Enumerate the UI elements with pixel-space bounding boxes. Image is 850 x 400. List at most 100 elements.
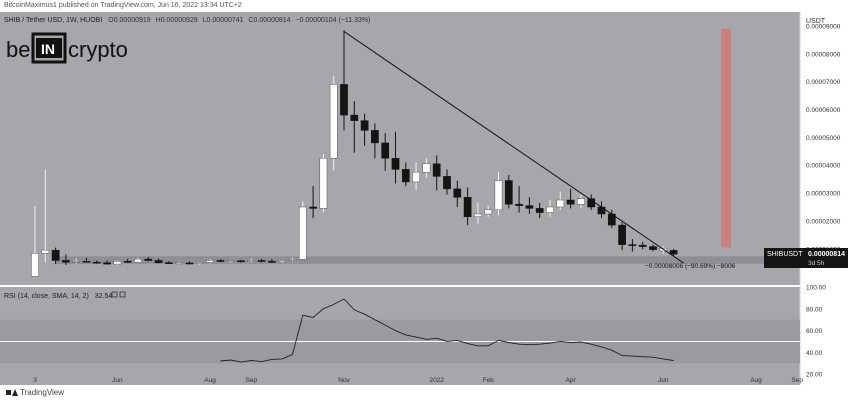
- time-tick-label: Aug: [204, 377, 216, 384]
- candle: [185, 261, 194, 265]
- logo-crypto: crypto: [68, 37, 128, 62]
- candle-body: [391, 158, 400, 170]
- candle-body: [494, 180, 503, 211]
- symbol-legend[interactable]: SHIB / Tether USD, 1W, HUOBI O0.00000919…: [4, 17, 370, 24]
- candle-body: [31, 252, 39, 277]
- candle-body: [175, 262, 184, 265]
- candle: [494, 172, 503, 216]
- logo-in: IN: [41, 41, 55, 57]
- legend-change: −0.00000104 (−11.33%): [295, 17, 370, 24]
- rsi-value: 32.54: [95, 293, 113, 300]
- candle-body: [92, 261, 101, 264]
- main-pane[interactable]: [0, 12, 800, 285]
- price-tick-label: 0.00002000: [806, 218, 841, 225]
- candle-body: [226, 260, 235, 263]
- beincrypto-logo: be IN crypto: [6, 32, 128, 64]
- legend-close: 0.00000814: [254, 17, 291, 24]
- candle-body: [309, 206, 317, 209]
- candle-body: [185, 262, 194, 265]
- candle-body: [401, 169, 410, 183]
- price-tick-label: 0.00005000: [806, 135, 841, 142]
- candle: [628, 239, 637, 252]
- logo-be: be: [6, 37, 30, 62]
- candle-body: [432, 163, 441, 177]
- candle: [577, 194, 585, 209]
- candle: [391, 131, 400, 184]
- price-unit: USDT: [806, 18, 826, 25]
- candle: [41, 169, 50, 263]
- price-chart[interactable]: 0.00009000 0.00008000 0.00007000 0.00006000…: [0, 12, 850, 385]
- candle-body: [474, 213, 482, 217]
- candle: [649, 244, 657, 252]
- candle: [515, 186, 523, 213]
- candle: [618, 222, 626, 251]
- symbol-name: SHIB / Tether USD, 1W, HUOBI: [4, 17, 102, 24]
- candle-body: [340, 84, 348, 116]
- rsi-tick-label: 60.00: [806, 328, 823, 335]
- candle: [546, 200, 554, 217]
- candle-body: [319, 158, 328, 209]
- footer: TradingView: [0, 385, 850, 400]
- settings-icon[interactable]: [111, 291, 118, 298]
- highlight-bar: [721, 28, 732, 248]
- candle-body: [504, 180, 513, 205]
- candle-body: [463, 197, 472, 217]
- candle-body: [298, 206, 307, 260]
- candle: [247, 258, 256, 263]
- candle: [72, 258, 81, 264]
- support-zone: [55, 256, 800, 264]
- descending-trendline: [343, 31, 685, 264]
- time-tick-label: Aug: [750, 377, 762, 384]
- candle: [504, 174, 513, 209]
- price-tick-label: 0.00006000: [806, 107, 841, 114]
- tradingview-logo-icon: [6, 389, 18, 396]
- tag-symbol: SHIBUSDT: [767, 251, 803, 258]
- candle: [216, 259, 225, 262]
- time-tick-label: 3: [33, 377, 37, 384]
- candle: [422, 158, 431, 178]
- price-tick-label: 0.00007000: [806, 79, 841, 86]
- legend-high: 0.00000929: [161, 17, 198, 24]
- candle: [535, 202, 544, 219]
- price-axis[interactable]: [800, 12, 850, 285]
- candle-body: [103, 262, 111, 265]
- candle: [638, 241, 647, 250]
- rsi-legend-buttons[interactable]: [111, 291, 126, 298]
- candle-body: [329, 84, 338, 159]
- candle-body: [556, 199, 565, 208]
- candle: [443, 169, 451, 195]
- candle-body: [515, 203, 523, 206]
- candle-body: [597, 206, 606, 215]
- candle-body: [288, 259, 297, 261]
- candle-body: [154, 260, 163, 263]
- candle-body: [165, 262, 173, 264]
- more-icon[interactable]: [119, 291, 126, 298]
- rsi-tick-label: 80.00: [806, 306, 823, 313]
- candle: [175, 261, 184, 265]
- time-tick-label: Nov: [338, 377, 350, 384]
- legend-low: 0.00000741: [207, 17, 244, 24]
- rsi-line: [220, 298, 674, 363]
- time-tick-label: Apr: [566, 377, 577, 384]
- candle: [401, 162, 410, 187]
- rsi-legend[interactable]: RSI (14, close, SMA, 14, 2) 32.54: [4, 293, 112, 300]
- candle-body: [72, 261, 81, 263]
- candle-body: [195, 262, 204, 264]
- candle: [453, 180, 462, 207]
- candle-body: [62, 260, 70, 263]
- chart-area[interactable]: 0.00009000 0.00008000 0.00007000 0.00006000…: [0, 12, 850, 385]
- candle: [350, 101, 359, 153]
- price-tick-label: 0.00003000: [806, 191, 841, 198]
- candle: [381, 133, 390, 171]
- candle-body: [525, 205, 534, 209]
- candle-body: [577, 198, 585, 205]
- candle-body: [82, 261, 91, 263]
- candle: [113, 260, 122, 266]
- rsi-axis[interactable]: [800, 287, 850, 385]
- candle-body: [113, 261, 122, 265]
- candle-body: [237, 260, 245, 263]
- footer-brand: TradingView: [20, 388, 65, 397]
- candle-body: [381, 142, 390, 159]
- time-tick-label: 2022: [429, 377, 444, 384]
- candle: [103, 260, 111, 265]
